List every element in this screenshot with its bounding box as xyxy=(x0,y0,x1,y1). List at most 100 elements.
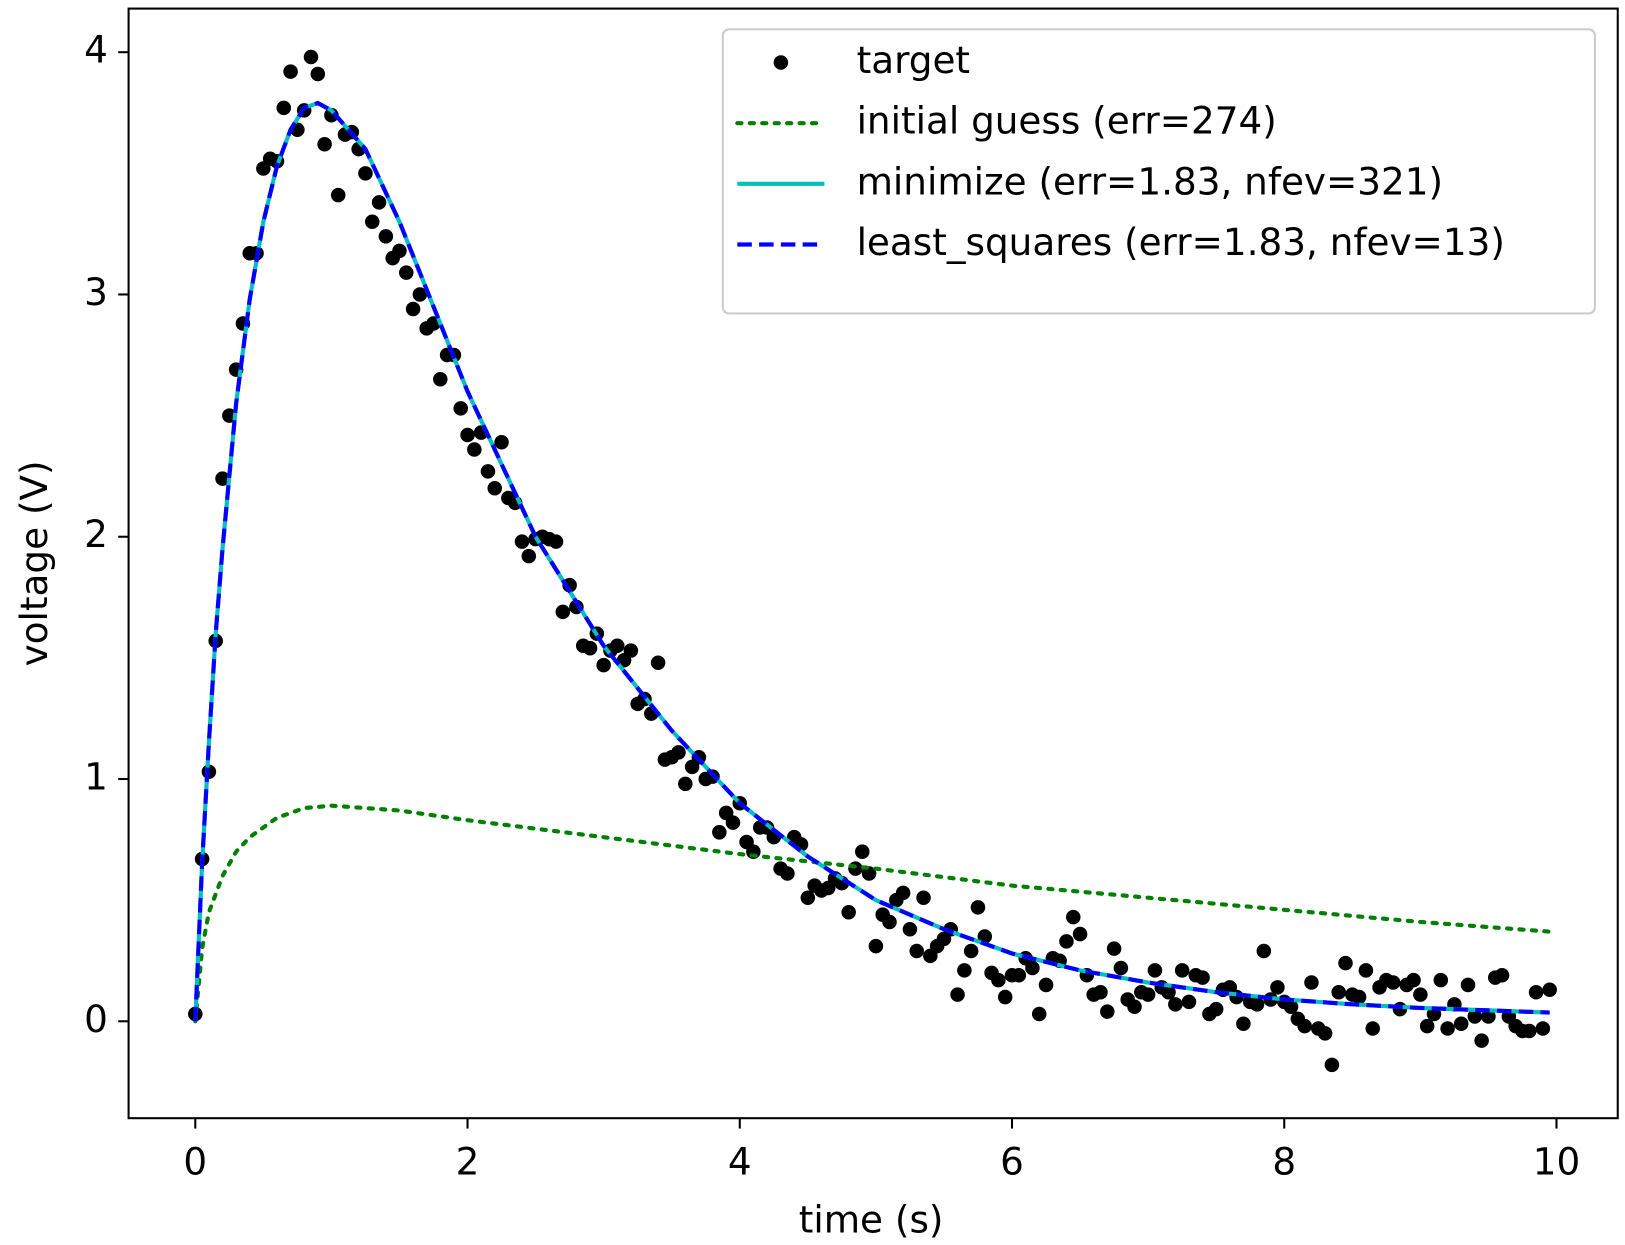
legend-handle xyxy=(773,55,789,70)
data-point xyxy=(1147,963,1163,978)
data-point xyxy=(548,534,564,549)
data-point xyxy=(1535,1021,1551,1036)
data-point xyxy=(399,265,414,280)
data-point xyxy=(317,137,332,152)
data-point xyxy=(1140,987,1156,1002)
data-point xyxy=(521,548,537,564)
data-point xyxy=(950,987,965,1002)
data-point xyxy=(405,301,421,317)
data-point xyxy=(1283,999,1299,1015)
data-point xyxy=(283,64,298,79)
data-point xyxy=(596,657,611,673)
data-point xyxy=(970,900,986,915)
data-point xyxy=(1066,909,1081,925)
data-point xyxy=(957,963,972,978)
y-tick-label: 0 xyxy=(84,997,108,1041)
data-point xyxy=(841,905,856,920)
data-point xyxy=(1522,1023,1537,1039)
data-point xyxy=(671,745,686,760)
data-point xyxy=(650,655,666,670)
data-point xyxy=(412,287,428,302)
data-point xyxy=(1474,1033,1489,1048)
data-point xyxy=(310,66,326,82)
data-point xyxy=(453,401,468,416)
data-point xyxy=(712,825,727,840)
series-line xyxy=(193,100,1550,1022)
data-point xyxy=(963,943,979,959)
data-point xyxy=(364,214,380,230)
data-point xyxy=(555,604,571,620)
x-tick-label: 0 xyxy=(183,1139,207,1183)
data-point xyxy=(1419,1018,1435,1034)
data-point xyxy=(610,638,625,654)
data-point xyxy=(1365,1021,1380,1036)
data-point xyxy=(1413,987,1428,1002)
data-point xyxy=(1433,972,1449,988)
legend-label: minimize (err=1.83, nfev=321) xyxy=(857,159,1444,203)
data-point xyxy=(1453,1016,1469,1031)
plot-area xyxy=(188,49,1557,1073)
data-point xyxy=(467,442,482,457)
data-point xyxy=(1528,984,1544,1000)
x-tick-label: 6 xyxy=(1000,1139,1024,1183)
data-point xyxy=(1358,963,1374,978)
data-point xyxy=(1113,960,1129,976)
data-point xyxy=(882,914,897,930)
data-point xyxy=(358,166,373,181)
data-point xyxy=(997,989,1013,1005)
legend-label: target xyxy=(857,38,971,82)
data-point xyxy=(1304,975,1319,990)
data-point xyxy=(1011,967,1027,983)
data-point xyxy=(1195,970,1210,985)
data-point xyxy=(330,187,346,203)
data-point xyxy=(1351,989,1367,1005)
x-axis-label: time (s) xyxy=(799,1197,944,1241)
x-tick-label: 4 xyxy=(728,1139,752,1183)
data-point xyxy=(514,534,530,549)
y-tick-label: 2 xyxy=(84,512,108,556)
data-point xyxy=(1460,977,1476,993)
data-point xyxy=(480,464,496,479)
data-point xyxy=(494,434,509,450)
data-point xyxy=(1181,994,1197,1010)
data-point xyxy=(215,471,230,486)
data-point xyxy=(1331,984,1346,1000)
data-point xyxy=(1406,972,1421,988)
data-point xyxy=(1317,1026,1333,1041)
data-point xyxy=(1208,1001,1224,1017)
data-point xyxy=(855,844,870,859)
data-point xyxy=(1338,955,1353,971)
y-tick-label: 1 xyxy=(84,755,108,799)
data-point xyxy=(902,921,918,937)
data-point xyxy=(1093,984,1108,1000)
x-tick-label: 10 xyxy=(1533,1139,1581,1183)
data-point xyxy=(1100,1004,1115,1019)
y-tick-label: 4 xyxy=(84,28,108,72)
data-point xyxy=(433,372,448,387)
data-point xyxy=(378,229,394,244)
data-point xyxy=(1106,941,1122,956)
data-point xyxy=(725,815,741,830)
y-axis-label: voltage (V) xyxy=(12,460,56,666)
data-point xyxy=(1025,960,1040,976)
data-point xyxy=(582,640,598,656)
data-point xyxy=(861,866,877,881)
x-tick-label: 8 xyxy=(1272,1139,1296,1183)
x-tick-label: 2 xyxy=(456,1139,480,1183)
data-point xyxy=(1542,982,1557,998)
data-point xyxy=(991,972,1006,988)
data-point xyxy=(460,427,475,443)
legend: target initial guess (err=274) minimize (e… xyxy=(721,28,1596,315)
data-point xyxy=(1494,967,1510,983)
legend-label: initial guess (err=274) xyxy=(857,99,1277,143)
data-point xyxy=(1270,980,1285,995)
data-point xyxy=(1072,926,1088,942)
data-point xyxy=(868,938,884,954)
data-point xyxy=(1324,1057,1340,1073)
data-point xyxy=(1467,1009,1483,1024)
data-point xyxy=(1038,977,1054,993)
data-point xyxy=(1481,1009,1496,1024)
y-tick-label: 3 xyxy=(84,270,108,314)
data-point xyxy=(276,100,292,116)
